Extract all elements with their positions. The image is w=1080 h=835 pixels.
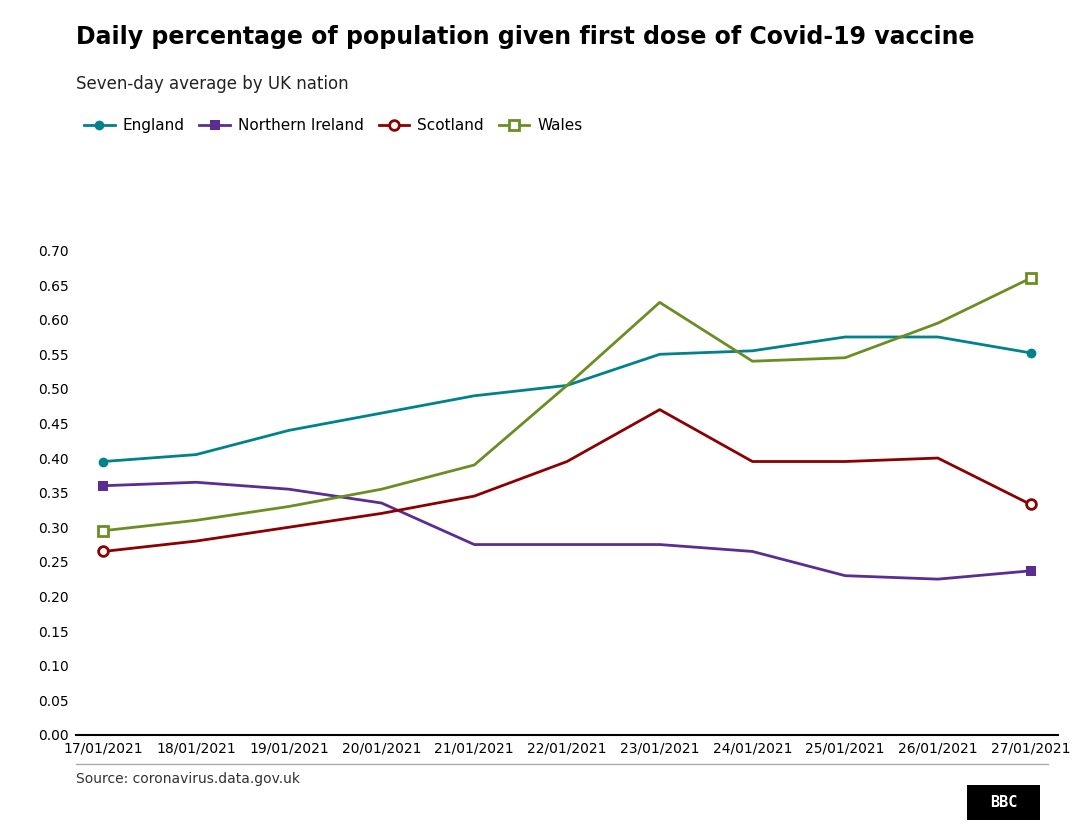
Text: Seven-day average by UK nation: Seven-day average by UK nation (76, 75, 348, 94)
Legend: England, Northern Ireland, Scotland, Wales: England, Northern Ireland, Scotland, Wal… (78, 112, 589, 139)
Text: BBC: BBC (989, 795, 1017, 810)
Text: Source: coronavirus.data.gov.uk: Source: coronavirus.data.gov.uk (76, 772, 299, 787)
Text: Daily percentage of population given first dose of Covid-19 vaccine: Daily percentage of population given fir… (76, 25, 974, 49)
